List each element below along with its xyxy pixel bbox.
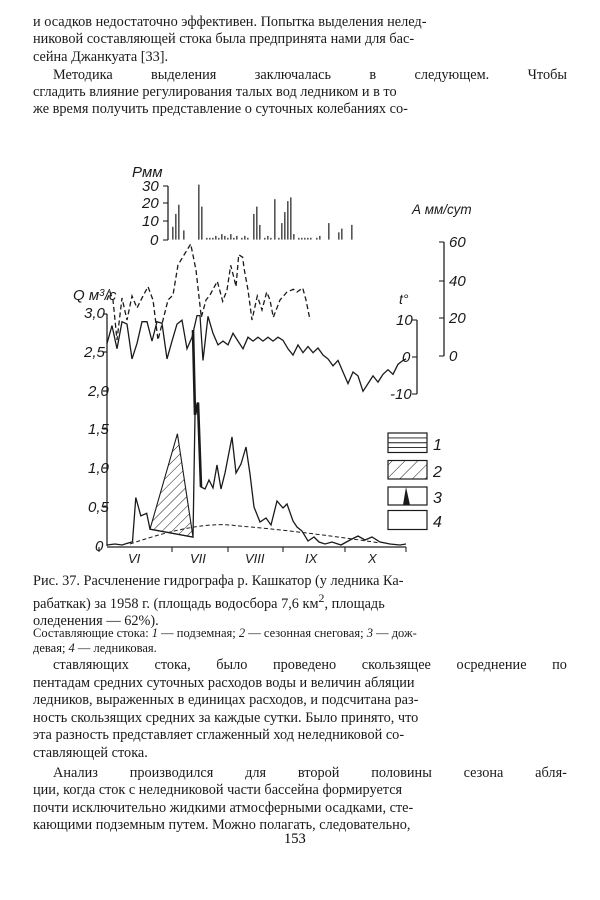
svg-text:2,0: 2,0 — [87, 383, 110, 400]
svg-text:0: 0 — [150, 232, 159, 249]
svg-text:40: 40 — [449, 273, 466, 290]
svg-text:1,0: 1,0 — [88, 460, 110, 477]
svg-text:А мм/сут: А мм/сут — [411, 202, 472, 217]
svg-text:0: 0 — [449, 348, 458, 365]
svg-text:Q м3/с: Q м3/с — [73, 287, 117, 304]
svg-text:X: X — [367, 551, 378, 566]
svg-text:4: 4 — [433, 514, 442, 531]
svg-text:10: 10 — [396, 312, 413, 329]
svg-text:20: 20 — [448, 310, 466, 327]
svg-text:0: 0 — [402, 349, 411, 366]
svg-text:VI: VI — [128, 551, 141, 566]
svg-text:3,0: 3,0 — [84, 305, 106, 322]
svg-text:60: 60 — [449, 234, 466, 251]
svg-text:VII: VII — [190, 551, 206, 566]
svg-text:-10: -10 — [390, 386, 412, 403]
svg-text:10: 10 — [142, 213, 159, 230]
svg-text:20: 20 — [141, 195, 159, 212]
svg-text:Рмм: Рмм — [132, 164, 163, 181]
svg-text:0: 0 — [95, 538, 104, 555]
svg-text:VIII: VIII — [245, 551, 265, 566]
svg-text:3: 3 — [433, 490, 442, 507]
svg-text:0,5: 0,5 — [88, 499, 110, 516]
svg-text:2: 2 — [432, 464, 442, 481]
svg-text:1,5: 1,5 — [88, 421, 110, 438]
svg-text:2,5: 2,5 — [83, 344, 106, 361]
svg-text:1: 1 — [433, 437, 442, 454]
svg-text:t°: t° — [399, 291, 409, 307]
svg-text:IX: IX — [305, 551, 319, 566]
